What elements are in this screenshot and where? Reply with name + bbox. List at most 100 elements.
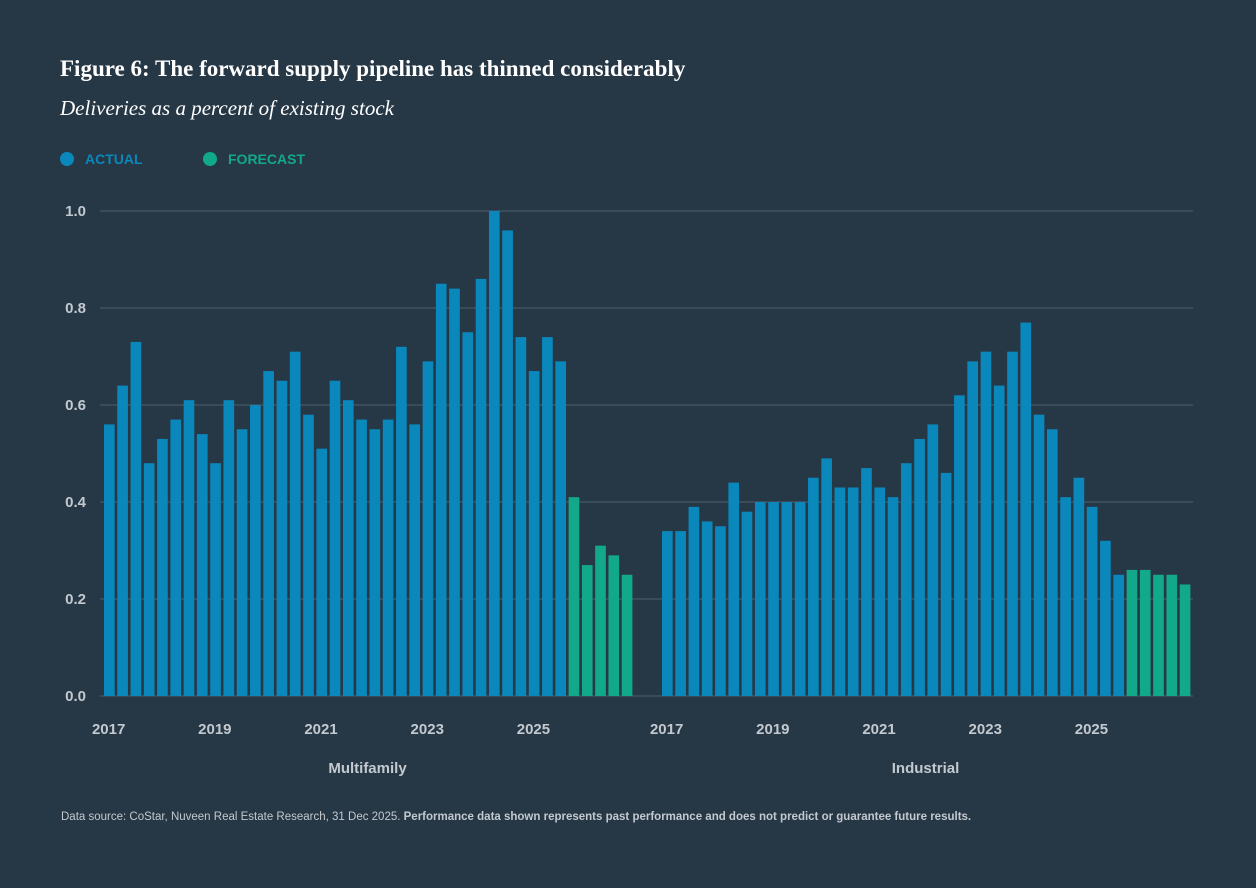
bar [276,380,288,696]
bar [568,497,580,696]
bar [993,385,1005,696]
disclaimer: Performance data shown represents past p… [404,811,971,823]
bar [662,531,673,696]
x-tick-label: 2023 [411,721,444,738]
bar [688,506,700,696]
bar [608,555,620,696]
x-tick-label: 2017 [650,721,683,738]
bar [980,351,992,696]
bar [621,574,633,696]
bar [701,521,713,696]
bar [475,278,487,696]
bar [781,502,793,696]
bar [435,283,447,696]
bar [263,371,274,696]
bar [369,429,381,696]
y-tick-label: 0.2 [65,591,86,608]
y-tick-label: 0.4 [65,494,87,511]
bar [502,230,513,696]
y-tick-label: 1.0 [65,203,86,220]
bar [236,429,248,696]
bar [210,463,221,696]
bar [117,385,128,696]
chart-title: Figure 6: The forward supply pipeline ha… [60,56,686,81]
source: Data source: CoStar, Nuveen Real Estate … [61,811,400,823]
bar [834,487,846,696]
x-tick-label: 2025 [517,721,550,738]
bar [954,395,965,696]
bar [1046,429,1058,696]
footnote: Data source: CoStar, Nuveen Real Estate … [61,811,971,823]
x-tick-label: 2019 [756,721,789,738]
bar [1153,574,1164,696]
x-tick-label: 2017 [92,721,125,738]
y-tick-label: 0.0 [65,688,86,705]
bar [1033,414,1045,696]
bar [1139,569,1151,696]
bar [1086,506,1098,696]
bar [396,346,407,696]
bar [914,438,925,696]
bar [861,468,872,696]
bar [170,419,182,696]
bar [143,463,155,696]
legend-label: ACTUAL [85,151,143,167]
bar [462,332,474,696]
bar [967,361,978,696]
bar [1113,574,1125,696]
x-tick-label: 2021 [862,721,895,738]
bar [821,458,832,696]
bar [1020,322,1032,696]
bar [1007,351,1018,696]
bar [196,434,208,696]
bar [1166,574,1178,696]
bar [329,380,341,696]
x-axis-label: Industrial [892,760,960,777]
x-tick-label: 2019 [198,721,231,738]
legend-marker [203,152,217,166]
bar [581,565,593,696]
bar [342,400,354,696]
bar [1073,477,1085,696]
x-tick-label: 2023 [969,721,1002,738]
bar [728,482,740,696]
bar [303,414,314,696]
bar [515,337,527,696]
bar [794,502,806,696]
legend-marker [60,152,74,166]
bar [382,419,394,696]
bar [316,448,328,696]
bar [741,511,753,696]
bar [927,424,939,696]
bar [250,405,261,696]
bar [675,531,686,696]
bar [900,463,912,696]
y-tick-label: 0.8 [65,300,86,317]
bar [754,502,766,696]
x-tick-label: 2025 [1075,721,1108,738]
bar [183,400,195,696]
bar [874,487,886,696]
bar [289,351,301,696]
bar [555,361,567,696]
bar [223,400,235,696]
x-tick-label: 2021 [304,721,337,738]
bar [157,438,168,696]
bar [808,477,819,696]
bar [422,361,434,696]
bar [488,211,500,696]
legend-label: FORECAST [228,151,305,167]
bar [1179,584,1191,696]
bar [768,502,779,696]
chart-subtitle: Deliveries as a percent of existing stoc… [59,96,395,120]
bar [356,419,367,696]
bar [1060,497,1071,696]
bar [104,424,115,696]
bar [887,497,899,696]
bar [1100,540,1111,696]
bar [449,288,460,696]
bar [542,337,553,696]
